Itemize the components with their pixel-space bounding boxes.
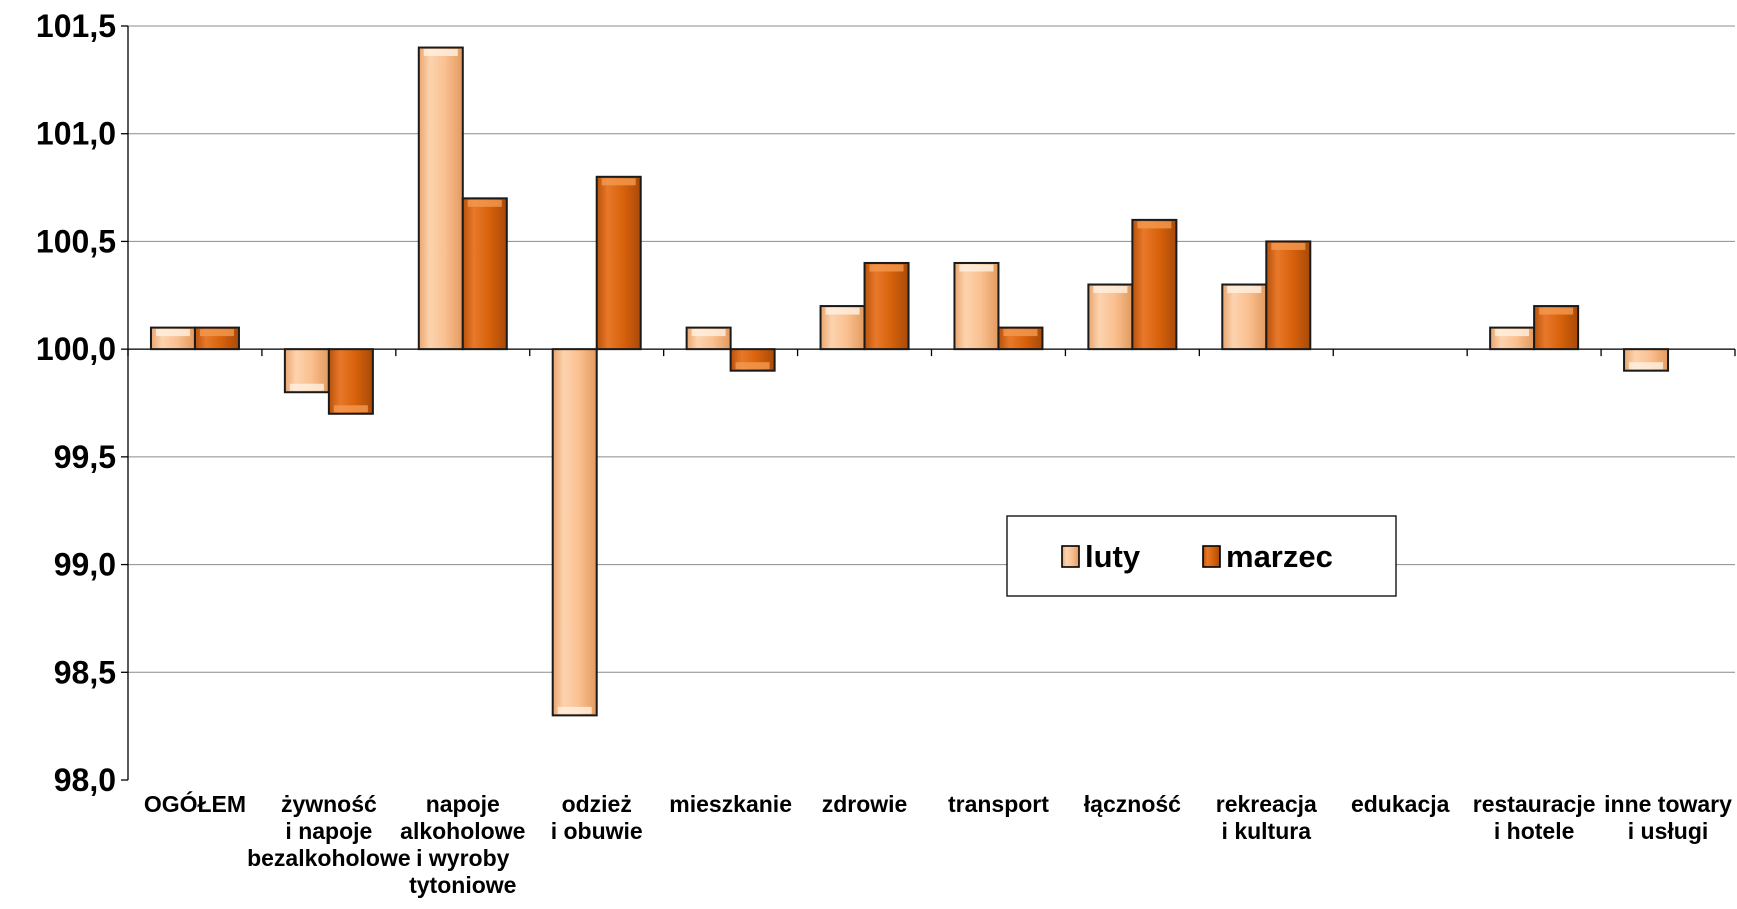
bar-bevel <box>735 362 770 370</box>
bar-marzec <box>1131 218 1178 351</box>
axes <box>121 25 1736 781</box>
bar-bevel <box>959 264 994 272</box>
bar-bevel <box>691 329 726 337</box>
x-tick-label: transport <box>948 791 1049 817</box>
bar-bevel <box>467 199 502 207</box>
bar-bevel <box>825 307 860 315</box>
bar-luty <box>1087 283 1134 351</box>
x-tick-label: żywność i napoje bezalkoholowe <box>247 791 411 871</box>
bar-marzec <box>729 348 776 372</box>
legend-swatch-marzec <box>1202 545 1221 568</box>
bar-bevel <box>1539 307 1574 315</box>
bar-body <box>1221 283 1268 351</box>
bar-luty <box>1623 348 1670 372</box>
bar-bevel <box>199 329 234 337</box>
bar-body <box>1131 218 1178 351</box>
bar-luty <box>1221 283 1268 351</box>
bar-luty <box>417 46 464 351</box>
bar-marzec <box>997 326 1044 351</box>
bar-bevel <box>423 49 458 57</box>
bar-marzec <box>595 175 642 351</box>
bar-luty <box>283 348 330 394</box>
x-tick-label: edukacja <box>1351 791 1450 817</box>
bar-bevel <box>1629 362 1664 370</box>
bar-bevel <box>1137 221 1172 229</box>
legend-swatch-luty <box>1061 545 1080 568</box>
y-tick-label: 100,5 <box>36 223 116 259</box>
bar-marzec <box>1265 240 1312 351</box>
bar-bevel <box>869 264 904 272</box>
bar-body <box>327 348 374 415</box>
bar-body <box>863 261 910 351</box>
bar-luty <box>953 261 1000 351</box>
bar-luty <box>819 305 866 351</box>
legend: luty marzec <box>1006 515 1397 597</box>
bar-marzec <box>193 326 240 351</box>
bar-bevel <box>333 405 368 413</box>
x-tick-label: odzież i obuwie <box>551 791 643 844</box>
bar-bevel <box>601 178 636 186</box>
bar-bevel <box>155 329 190 337</box>
y-tick-label: 99,5 <box>54 439 116 475</box>
bar-marzec <box>461 197 508 351</box>
x-tick-label: inne towary i usługi <box>1604 791 1732 844</box>
x-tick-label: łączność <box>1084 791 1181 817</box>
bar-bevel <box>1271 242 1306 250</box>
legend-label-marzec: marzec <box>1226 539 1333 574</box>
x-tick-label: rekreacja i kultura <box>1216 791 1317 844</box>
bar-bevel <box>289 383 324 391</box>
bar-luty <box>685 326 732 351</box>
y-tick-label: 98,5 <box>54 654 116 690</box>
y-tick-label: 101,5 <box>36 8 116 44</box>
x-tick-labels: OGÓŁEM żywność i napoje bezalkoholowenapoje… <box>144 790 1732 898</box>
bar-body <box>1265 240 1312 351</box>
bar-marzec <box>863 261 910 351</box>
bar-luty <box>551 348 598 717</box>
y-tick-label: 98,0 <box>54 762 116 798</box>
x-tick-label: restauracje i hotele <box>1473 791 1596 844</box>
legend-label-luty: luty <box>1085 539 1141 574</box>
bar-luty <box>149 326 196 351</box>
y-tick-label: 101,0 <box>36 116 116 152</box>
y-tick-label: 99,0 <box>54 547 116 583</box>
x-tick-label: mieszkanie <box>669 791 792 817</box>
x-tick-label: napoje alkoholowe i wyroby tytoniowe <box>400 791 525 898</box>
bars <box>149 46 1670 717</box>
bar-marzec <box>327 348 374 415</box>
x-tick-label: zdrowie <box>822 791 908 817</box>
bar-body <box>595 175 642 351</box>
bar-body <box>1087 283 1134 351</box>
bar-body <box>953 261 1000 351</box>
bar-body <box>551 348 598 717</box>
bar-body <box>417 46 464 351</box>
y-tick-label: 100,0 <box>36 331 116 367</box>
bar-body <box>461 197 508 351</box>
y-tick-labels: 98,0 98,5 99,0 99,5 100,0 100,5 101,0 101,5 <box>36 8 116 798</box>
bar-marzec <box>1533 305 1580 351</box>
bar-luty <box>1489 326 1536 351</box>
bar-bevel <box>1227 286 1262 294</box>
bar-bevel <box>1003 329 1038 337</box>
x-tick-label: OGÓŁEM <box>144 790 246 817</box>
bar-bevel <box>1495 329 1530 337</box>
bar-bevel <box>1093 286 1128 294</box>
bar-bevel <box>557 706 592 714</box>
